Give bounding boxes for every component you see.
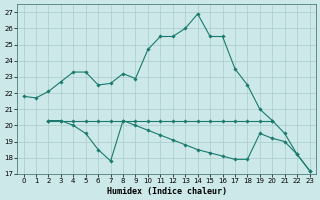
X-axis label: Humidex (Indice chaleur): Humidex (Indice chaleur) xyxy=(107,187,227,196)
